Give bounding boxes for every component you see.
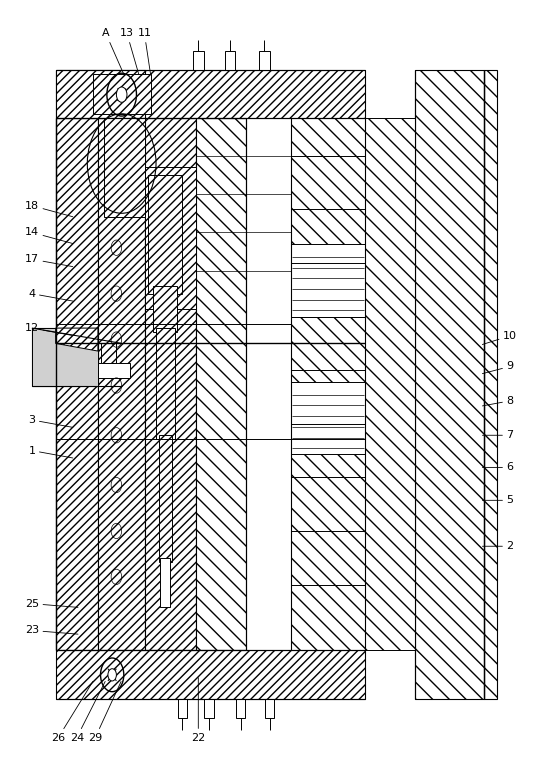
Bar [236, 699, 245, 719]
Bar [195, 118, 246, 650]
Bar [56, 650, 365, 699]
Bar [365, 118, 415, 650]
Text: 8: 8 [482, 396, 514, 406]
Bar [193, 51, 203, 70]
Circle shape [116, 87, 127, 103]
Polygon shape [56, 328, 98, 351]
Text: 4: 4 [28, 288, 73, 301]
Text: 6: 6 [482, 463, 514, 473]
Text: 3: 3 [28, 415, 73, 427]
Circle shape [108, 668, 116, 681]
Text: 13: 13 [120, 29, 139, 74]
Bar [160, 557, 170, 608]
Text: 23: 23 [25, 625, 78, 635]
Bar [265, 699, 274, 719]
Bar [56, 70, 365, 118]
Text: 11: 11 [137, 29, 152, 74]
Bar [178, 699, 187, 719]
Text: 9: 9 [482, 362, 514, 374]
Bar [145, 118, 195, 650]
Bar [100, 343, 116, 362]
Text: 7: 7 [482, 430, 514, 440]
Text: 1: 1 [28, 446, 73, 458]
Bar [159, 436, 172, 561]
Bar [156, 328, 175, 439]
Text: 22: 22 [191, 678, 206, 742]
Bar [204, 699, 214, 719]
Bar [259, 51, 270, 70]
Bar [148, 175, 183, 294]
Polygon shape [98, 118, 145, 217]
Text: 25: 25 [25, 598, 78, 608]
Bar [32, 328, 98, 386]
Bar [484, 70, 497, 699]
Bar [100, 343, 116, 362]
Text: 18: 18 [25, 200, 73, 217]
Text: A: A [102, 29, 124, 74]
Text: 24: 24 [69, 682, 105, 742]
Text: 14: 14 [25, 227, 73, 244]
Text: 29: 29 [88, 682, 121, 742]
Bar [291, 118, 365, 650]
Bar [98, 118, 145, 650]
Bar [225, 51, 235, 70]
Text: 26: 26 [51, 682, 93, 742]
Bar [145, 167, 195, 309]
Text: 10: 10 [482, 331, 517, 345]
Text: 12: 12 [25, 323, 73, 335]
Text: 2: 2 [482, 541, 514, 551]
Text: 5: 5 [482, 495, 514, 505]
Bar [291, 244, 365, 317]
Bar [153, 286, 177, 332]
Text: 17: 17 [25, 254, 73, 267]
Bar [92, 74, 151, 114]
Bar [56, 70, 145, 118]
Bar [415, 70, 484, 699]
Polygon shape [32, 328, 98, 386]
Bar [98, 362, 130, 378]
Bar [56, 118, 98, 650]
Bar [291, 382, 365, 454]
